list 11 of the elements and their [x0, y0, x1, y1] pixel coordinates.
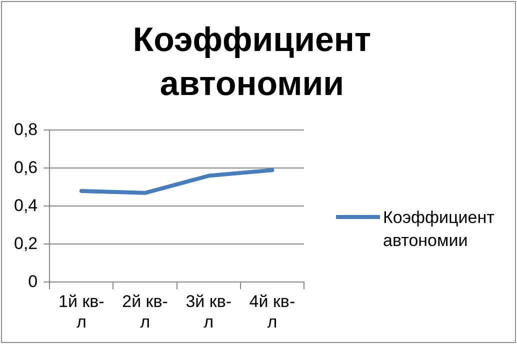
x-tick-label: 3й кв-л: [186, 292, 232, 332]
x-tick-label: 2й кв-л: [122, 292, 168, 332]
x-tick-label: 1й кв-л: [58, 292, 104, 332]
x-tick-label: 4й кв-л: [249, 292, 296, 332]
y-tick-label: 0,6: [14, 158, 38, 177]
y-tick-label: 0,2: [14, 234, 38, 253]
legend-label: Коэффициент автономии: [383, 207, 495, 252]
chart-title: Коэффициент автономии: [132, 20, 372, 105]
y-tick-label: 0: [28, 272, 38, 291]
y-tick-label: 0,8: [14, 120, 38, 139]
y-tick-label: 0,4: [14, 196, 38, 215]
